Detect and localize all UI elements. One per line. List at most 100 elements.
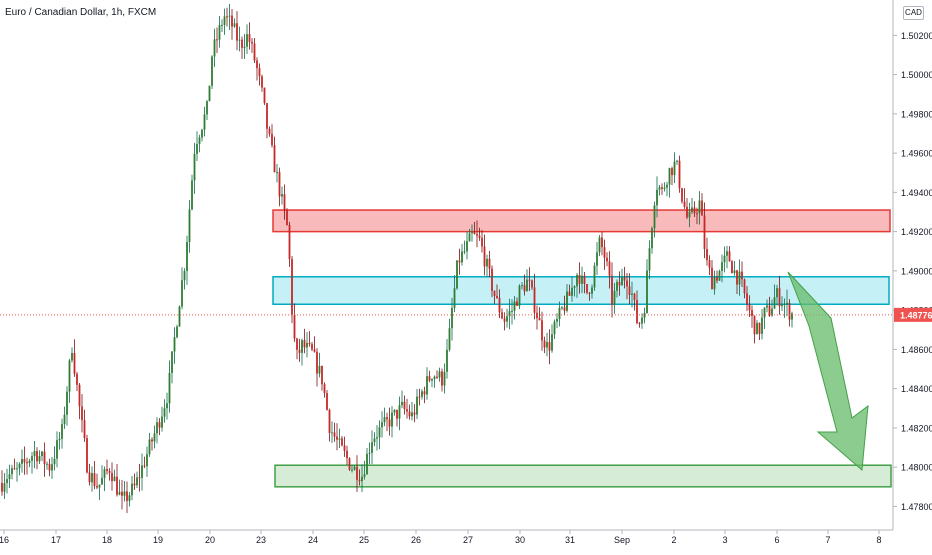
time-tick-label: 6 bbox=[774, 535, 779, 545]
candle-body bbox=[683, 201, 686, 207]
candle-body bbox=[183, 271, 186, 281]
candle-body bbox=[328, 409, 331, 433]
candle-body bbox=[198, 137, 201, 144]
last-price-label: 1.48776 bbox=[900, 310, 932, 320]
candle-body bbox=[621, 277, 623, 286]
candle-body bbox=[358, 479, 361, 482]
candle-body bbox=[606, 257, 608, 262]
candle-body bbox=[431, 379, 433, 381]
candle-body bbox=[231, 15, 233, 27]
candle-body bbox=[146, 454, 148, 467]
candle-body bbox=[588, 292, 591, 294]
candle-body bbox=[661, 187, 663, 189]
candle-body bbox=[523, 285, 526, 292]
candle-body bbox=[343, 445, 346, 451]
candle-body bbox=[393, 409, 396, 413]
candle-body bbox=[201, 129, 203, 138]
candle-body bbox=[66, 391, 68, 415]
candle-body bbox=[116, 476, 118, 495]
candle-body bbox=[233, 23, 236, 27]
candle-body bbox=[58, 438, 61, 441]
candle-body bbox=[143, 465, 146, 467]
forecast-arrow-layer bbox=[787, 271, 869, 472]
candle-body bbox=[253, 43, 256, 61]
candle-body bbox=[628, 286, 631, 295]
candle-body bbox=[371, 442, 373, 453]
candle-body bbox=[676, 160, 678, 162]
candle-body bbox=[313, 349, 316, 352]
currency-badge[interactable]: CAD bbox=[903, 6, 924, 20]
candle-body bbox=[56, 440, 58, 459]
time-tick-label: Sep bbox=[614, 535, 630, 545]
candle-body bbox=[213, 39, 216, 57]
candle-body bbox=[36, 451, 38, 462]
candle-body bbox=[773, 297, 776, 309]
candle-body bbox=[318, 365, 321, 374]
candle-body bbox=[438, 371, 441, 378]
candle-body bbox=[48, 463, 51, 471]
candle-body bbox=[76, 373, 78, 385]
candle-body bbox=[246, 34, 248, 47]
candle-body bbox=[11, 468, 13, 475]
price-tick-label: 1.49600 bbox=[901, 149, 932, 159]
candle-body bbox=[503, 318, 506, 322]
time-tick-label: 2 bbox=[671, 535, 676, 545]
candle-body bbox=[6, 479, 8, 484]
price-tick-label: 1.48000 bbox=[901, 463, 932, 473]
time-tick-label: 16 bbox=[0, 535, 9, 545]
time-tick-label: 25 bbox=[359, 535, 369, 545]
time-tick-label: 19 bbox=[153, 535, 163, 545]
candle-body bbox=[98, 484, 101, 488]
candle-body bbox=[238, 39, 241, 41]
candle-body bbox=[141, 465, 143, 478]
candle-body bbox=[228, 15, 231, 17]
candle-body bbox=[458, 260, 461, 263]
candle-body bbox=[288, 224, 291, 260]
price-tick-label: 1.49200 bbox=[901, 227, 932, 237]
candles-layer bbox=[1, 4, 793, 514]
candle-body bbox=[686, 206, 688, 218]
candle-body bbox=[293, 314, 296, 339]
candle-body bbox=[441, 371, 443, 386]
support-zone bbox=[274, 464, 892, 488]
candle-body bbox=[351, 469, 353, 471]
candle-body bbox=[708, 260, 711, 268]
candle-body bbox=[521, 285, 523, 287]
candle-body bbox=[778, 288, 781, 307]
candle-body bbox=[553, 321, 556, 335]
price-tick-label: 1.49000 bbox=[901, 266, 932, 276]
candle-body bbox=[756, 322, 758, 335]
candle-body bbox=[336, 436, 338, 440]
candle-body bbox=[701, 200, 703, 216]
candle-body bbox=[258, 68, 261, 77]
candle-body bbox=[261, 76, 263, 88]
candle-body bbox=[113, 476, 116, 481]
candle-body bbox=[268, 128, 271, 134]
candle-body bbox=[528, 279, 531, 281]
candle-body bbox=[286, 209, 288, 225]
candle-body bbox=[706, 249, 708, 261]
candle-body bbox=[623, 277, 626, 281]
candle-body bbox=[273, 145, 276, 173]
candle-body bbox=[93, 473, 96, 486]
candle-body bbox=[276, 172, 278, 174]
candle-body bbox=[123, 491, 126, 496]
candle-body bbox=[73, 352, 76, 374]
candle-body bbox=[168, 372, 171, 404]
candle-body bbox=[616, 281, 618, 291]
candle-body bbox=[781, 304, 783, 307]
candle-body bbox=[191, 180, 193, 210]
price-tick-label: 1.49400 bbox=[901, 188, 932, 198]
candle-body bbox=[163, 408, 166, 417]
price-tick-label: 1.50000 bbox=[901, 70, 932, 80]
candle-body bbox=[498, 297, 501, 313]
candle-body bbox=[506, 316, 508, 322]
candle-body bbox=[283, 194, 286, 210]
candle-body bbox=[551, 334, 553, 351]
candle-body bbox=[101, 477, 103, 485]
candle-body bbox=[291, 259, 293, 315]
candle-body bbox=[1, 482, 3, 492]
candle-body bbox=[16, 468, 18, 470]
